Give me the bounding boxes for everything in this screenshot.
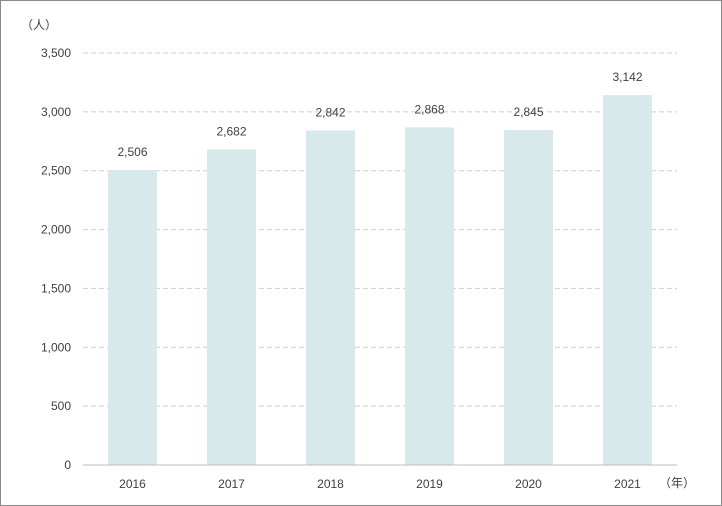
bar-2016 bbox=[108, 170, 157, 465]
bars bbox=[108, 95, 652, 466]
y-tick-label: 2,000 bbox=[41, 223, 71, 237]
axes: 0 500 1,000 1,500 2,000 2,500 3,000 3,500 2,506 2… bbox=[41, 46, 677, 491]
y-tick-label: 0 bbox=[64, 458, 71, 472]
y-tick-label: 3,500 bbox=[41, 46, 71, 60]
x-unit-label: （年） bbox=[659, 476, 695, 490]
data-label: 2,842 bbox=[315, 105, 345, 119]
y-tick-label: 1,500 bbox=[41, 281, 71, 295]
x-tick-label: 2019 bbox=[416, 477, 443, 491]
data-label: 2,682 bbox=[216, 124, 246, 138]
y-tick-label: 500 bbox=[51, 399, 71, 413]
y-tick-label: 2,500 bbox=[41, 164, 71, 178]
data-label: 2,506 bbox=[117, 145, 147, 159]
x-tick-label: 2016 bbox=[119, 477, 146, 491]
data-label: 2,845 bbox=[513, 105, 543, 119]
bar-2019 bbox=[405, 127, 454, 465]
bar-2020 bbox=[504, 130, 553, 466]
x-tick-label: 2018 bbox=[317, 477, 344, 491]
data-label: 3,142 bbox=[612, 70, 642, 84]
x-tick-label: 2021 bbox=[614, 477, 641, 491]
bar-2018 bbox=[306, 130, 355, 465]
x-tick-label: 2017 bbox=[218, 477, 245, 491]
bar-2017 bbox=[207, 149, 256, 465]
bar-2021 bbox=[603, 95, 652, 465]
gridlines bbox=[83, 52, 677, 407]
data-label: 2,868 bbox=[414, 102, 444, 116]
y-unit-label: （人） bbox=[21, 18, 57, 32]
y-tick-label: 3,000 bbox=[41, 105, 71, 119]
y-tick-label: 1,000 bbox=[41, 340, 71, 354]
x-tick-label: 2020 bbox=[515, 477, 542, 491]
